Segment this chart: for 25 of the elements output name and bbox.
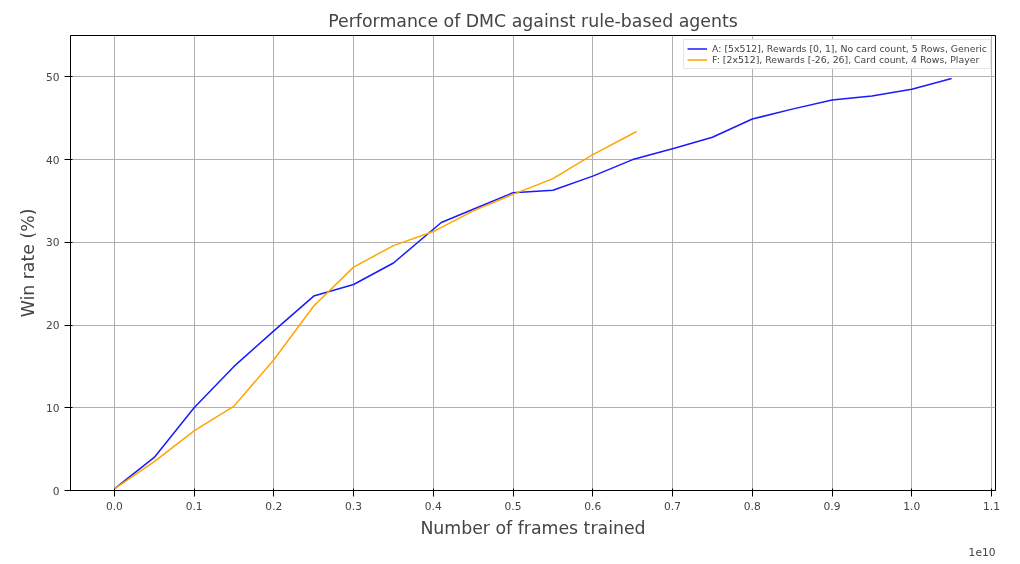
legend-label: A: [5x512], Rewards [0, 1], No card count, 5 Rows, Generic <box>712 43 987 54</box>
line-series <box>113 130 638 490</box>
x-tick-label: 0.9 <box>823 499 841 513</box>
chart-title: Performance of DMC against rule-based agents <box>328 10 738 31</box>
legend-label: F: [2x512], Rewards [-26, 26], Card count, 4 Rows, Player <box>712 54 980 65</box>
x-tick-label: 0.0 <box>105 499 124 513</box>
y-tick-label: 0 <box>52 484 60 498</box>
y-axis-title: Win rate (%) <box>17 208 38 318</box>
x-tick-label: 0.5 <box>504 499 522 513</box>
x-tick-label: 1.1 <box>983 499 1000 513</box>
x-tick-label: 0.7 <box>664 499 682 513</box>
x-tick-label: 0.3 <box>345 499 363 513</box>
y-tick-label: 20 <box>45 319 60 333</box>
text: 1e10 <box>968 545 996 559</box>
x-tick-label: 0.1 <box>185 499 203 513</box>
y-tick-label: 30 <box>45 236 60 250</box>
y-tick-label: 10 <box>45 401 60 415</box>
x-tick-label: 1.0 <box>903 499 921 513</box>
x-axis-title: Number of frames trained <box>420 517 646 538</box>
x-tick-label: 0.4 <box>424 499 443 513</box>
y-tick-label: 50 <box>45 70 60 84</box>
x-tick-label: 0.2 <box>265 499 283 513</box>
y-tick-label: 40 <box>45 153 60 167</box>
x-tick-label: 0.8 <box>743 499 761 513</box>
x-tick-label: 0.6 <box>584 499 602 513</box>
